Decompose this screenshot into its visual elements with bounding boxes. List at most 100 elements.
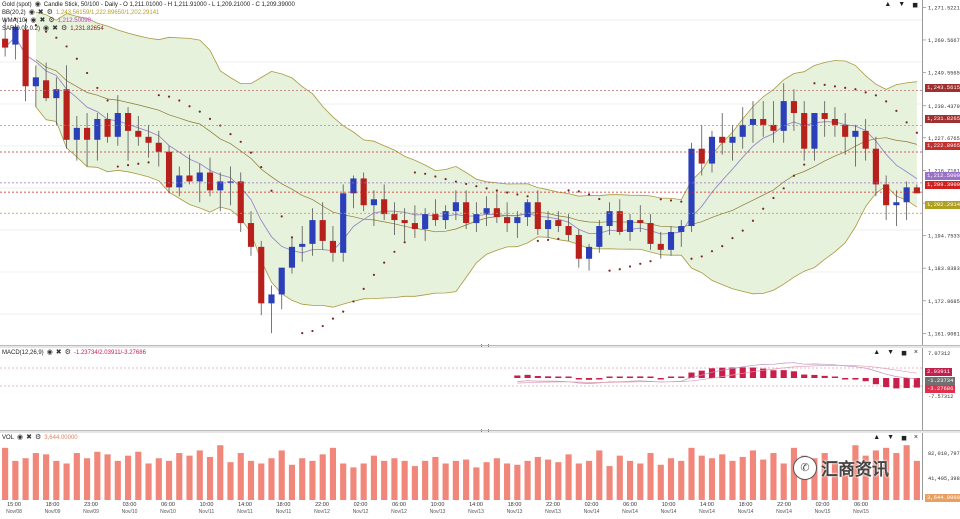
macd-histogram-bar [749, 367, 757, 378]
sar-dot [465, 182, 468, 186]
settings-icon[interactable]: ⚙ [61, 25, 68, 32]
eye-icon[interactable]: ◉ [28, 9, 35, 16]
time-tick-label: 23:00 [84, 502, 98, 508]
time-tick-label: 14:00 [700, 502, 714, 508]
sar-dot [731, 237, 734, 240]
sar-dot [65, 45, 68, 48]
sar-dot [680, 200, 683, 203]
move-up-button[interactable]: ▲ [873, 434, 881, 441]
move-down-button[interactable]: ▼ [887, 434, 895, 441]
price-chart[interactable] [0, 0, 922, 345]
volume-plot[interactable] [0, 433, 922, 500]
close-icon[interactable]: ✖ [55, 349, 62, 356]
sar-dot [413, 171, 416, 174]
close-icon[interactable]: ✖ [39, 17, 46, 24]
y-tick-label: 1,227.67651 [928, 136, 960, 142]
candle-body [53, 89, 60, 99]
date-tick-label: Nov/10 [160, 509, 176, 514]
candle-body [12, 26, 19, 45]
candle-body [626, 220, 634, 232]
volume-bar [411, 466, 418, 500]
volume-bar [43, 454, 50, 500]
candle-body [801, 113, 808, 149]
macd-signal-line [517, 365, 917, 384]
candle-body [637, 220, 644, 224]
time-tick-label: 18:00 [277, 502, 291, 508]
move-up-button[interactable]: ▲ [873, 349, 881, 356]
macd-histogram-bar [842, 378, 849, 380]
date-tick-label: Nov/13 [430, 509, 446, 514]
volume-bar [811, 458, 818, 500]
macd-histogram-bar [780, 370, 787, 378]
move-up-button[interactable]: ▲ [884, 1, 892, 8]
macd-chart[interactable] [0, 348, 922, 430]
eye-icon[interactable]: ◉ [46, 349, 53, 356]
volume-bar [227, 462, 234, 500]
sar-dot [424, 172, 427, 175]
sar-dot [106, 99, 109, 102]
sar-dot [751, 219, 755, 222]
volume-bar [862, 455, 869, 500]
volume-bar [514, 464, 521, 500]
macd-histogram-bar [831, 376, 838, 378]
sar-dot [229, 133, 232, 136]
date-tick-label: Nov/15 [815, 509, 831, 514]
wma-line [4, 35, 918, 254]
time-tick-label: 02:00 [816, 502, 830, 508]
sar-dot [331, 317, 335, 320]
eye-icon[interactable]: ◉ [17, 434, 24, 441]
close-pane-button[interactable]: × [913, 349, 918, 356]
macd-line [517, 362, 917, 384]
volume-tag: 3,644.00000 [925, 494, 960, 502]
candle-body [678, 226, 685, 232]
close-icon[interactable]: ✖ [37, 9, 44, 16]
candle-body [565, 226, 572, 235]
volume-chart[interactable] [0, 433, 922, 500]
close-pane-button[interactable]: × [913, 434, 918, 441]
volume-bar [2, 447, 9, 500]
macd-pane[interactable]: 7.07312 -7.57312 MACD(12,26,9) ◉ ✖ ⚙ -1.2… [0, 348, 960, 430]
settings-icon[interactable]: ⚙ [64, 349, 71, 356]
maximize-button[interactable]: ◼ [912, 2, 918, 9]
close-icon[interactable]: ✖ [52, 25, 59, 32]
sar-dot [516, 193, 519, 196]
eye-icon[interactable]: ◉ [30, 17, 37, 24]
macd-plot[interactable] [0, 348, 922, 430]
splitter-grip-icon[interactable]: ⋮⋮ [478, 343, 492, 351]
candle-body [145, 136, 152, 143]
price-pane[interactable]: 1,271.52210 1,260.56671 1,249.55651 1,238.4… [0, 0, 960, 345]
move-down-button[interactable]: ▼ [887, 349, 895, 356]
watermark: ✆ 汇商资讯 [793, 455, 889, 480]
eye-icon[interactable]: ◉ [43, 25, 50, 32]
candle-body [852, 130, 859, 137]
candle-body [84, 127, 91, 140]
close-icon[interactable]: ✖ [26, 434, 32, 441]
candle-body [667, 231, 675, 250]
settings-icon[interactable]: ⚙ [35, 434, 42, 441]
splitter-grip-icon[interactable]: ⋮⋮ [478, 428, 492, 436]
volume-bar [698, 455, 705, 500]
price-plot[interactable] [0, 0, 922, 345]
settings-icon[interactable]: ⚙ [46, 9, 53, 16]
macd-histogram-bar [534, 376, 541, 378]
date-tick-label: Nov/11 [237, 509, 253, 514]
candle-body [504, 217, 511, 224]
move-down-button[interactable]: ▼ [898, 1, 906, 8]
macd-pane-controls: ▲ ▼ ◼ × [873, 349, 918, 357]
time-tick-label: 18:00 [508, 502, 522, 508]
settings-icon[interactable]: ⚙ [48, 17, 55, 24]
candle-body [411, 223, 418, 230]
sar-dot [823, 83, 826, 86]
volume-bar [73, 453, 80, 500]
volume-bar [739, 456, 746, 500]
candle-body [811, 113, 818, 149]
maximize-button[interactable]: ◼ [901, 350, 907, 357]
eye-icon[interactable]: ◉ [34, 1, 41, 8]
date-tick-label: Nov/13 [545, 509, 561, 514]
maximize-button[interactable]: ◼ [901, 435, 907, 442]
indicator-row-bb: BB(20,2) ◉ ✖ ⚙ 1,243.56159/1,222.89650/1… [2, 9, 159, 17]
time-tick-label: 18:00 [46, 502, 60, 508]
date-tick-label: Nov/11 [276, 509, 292, 514]
candle-body [350, 178, 357, 194]
volume-bar [22, 458, 29, 500]
